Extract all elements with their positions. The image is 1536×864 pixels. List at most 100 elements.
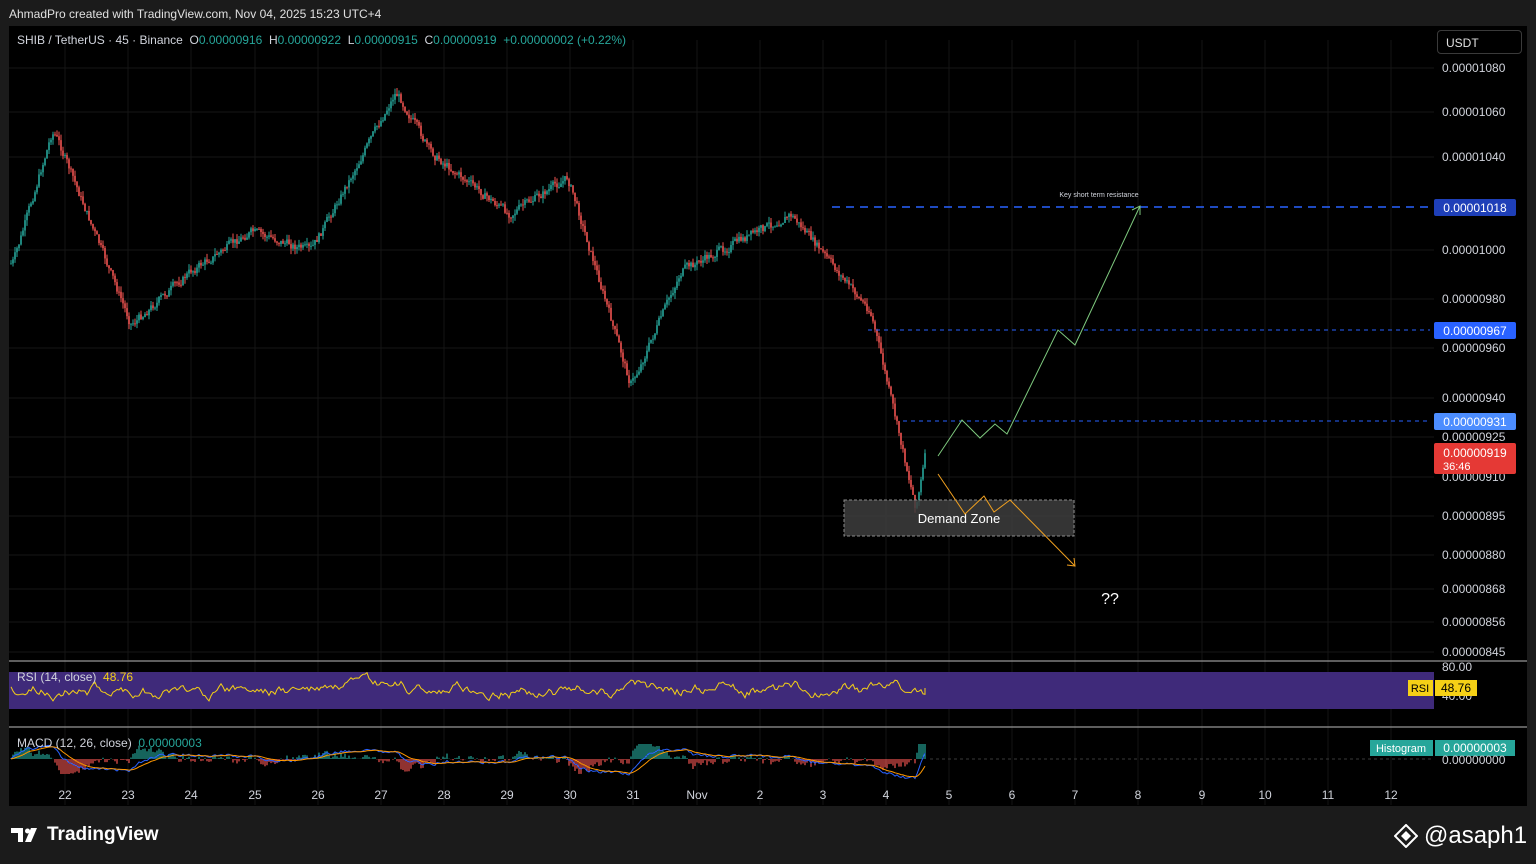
candle-body	[210, 262, 212, 264]
candle-body	[90, 220, 92, 225]
candle-body	[706, 254, 708, 259]
macd-signal-line	[10, 746, 926, 778]
candle-body	[882, 353, 884, 365]
candle-body	[672, 293, 674, 295]
candle-body	[574, 192, 576, 202]
resistance-price-label: 0.00001018	[1443, 201, 1507, 215]
candle-body	[664, 304, 666, 310]
candle-body	[200, 262, 202, 266]
candle-body	[860, 297, 862, 301]
candle-body	[164, 293, 166, 296]
candle-body	[348, 180, 350, 188]
candle-body	[676, 281, 678, 288]
candle-body	[96, 231, 98, 235]
tradingview-logo[interactable]: TradingView	[11, 824, 159, 846]
candle-body	[436, 155, 438, 161]
candle-body	[608, 304, 610, 308]
candle-body	[692, 262, 694, 268]
candle-body	[524, 200, 526, 205]
candle-body	[218, 252, 220, 255]
candle-body	[848, 280, 850, 285]
candle-body	[152, 305, 154, 309]
candle-body	[276, 241, 278, 243]
candle-body	[290, 244, 292, 249]
time-tick-label: 10	[1258, 788, 1272, 802]
candle-body	[508, 213, 510, 218]
candle-body	[724, 251, 726, 253]
candle-body	[920, 479, 922, 493]
candle-body	[366, 143, 368, 148]
currency-selector[interactable]: USDT	[1437, 30, 1522, 54]
candle-body	[20, 235, 22, 245]
candle-body	[638, 371, 640, 375]
candle-body	[760, 225, 762, 228]
candle-body	[174, 282, 176, 284]
time-tick-label: 8	[1135, 788, 1142, 802]
candle-body	[878, 336, 880, 343]
candle-body	[116, 282, 118, 292]
rsi-legend[interactable]: RSI (14, close) 48.76	[17, 670, 133, 684]
candle-body	[594, 261, 596, 266]
symbol-legend[interactable]: SHIB / TetherUS · 45 · Binance O0.000009…	[17, 33, 626, 47]
candle-body	[624, 361, 626, 364]
macd-value: 0.00000003	[138, 736, 202, 750]
candle-body	[260, 229, 262, 233]
candle-body	[432, 148, 434, 156]
candle-body	[324, 221, 326, 229]
candle-body	[586, 232, 588, 243]
macd-legend[interactable]: MACD (12, 26, close) 0.00000003	[17, 736, 202, 750]
candle-body	[822, 249, 824, 252]
candle-body	[294, 244, 296, 250]
candle-body	[604, 290, 606, 299]
candle-body	[146, 313, 148, 316]
candle-body	[746, 235, 748, 241]
candle-body	[590, 250, 592, 252]
candle-body	[410, 118, 412, 120]
candle-body	[844, 277, 846, 282]
candle-body	[710, 254, 712, 258]
candle-body	[456, 173, 458, 175]
candle-body	[896, 416, 898, 422]
candle-body	[686, 262, 688, 265]
candle-body	[606, 298, 608, 305]
candle-body	[122, 298, 124, 304]
candle-body	[306, 243, 308, 245]
candle-body	[804, 227, 806, 233]
candle-body	[690, 262, 692, 267]
time-tick-label: 30	[563, 788, 577, 802]
candle-body	[450, 169, 452, 171]
candle-body	[828, 256, 830, 258]
candle-body	[582, 224, 584, 226]
candle-body	[106, 258, 108, 266]
candle-body	[596, 265, 598, 271]
candle-body	[716, 249, 718, 257]
candle-body	[480, 189, 482, 196]
candle-body	[702, 260, 704, 263]
candle-body	[134, 323, 136, 325]
candle-body	[726, 251, 728, 253]
candle-body	[208, 261, 210, 263]
candle-body	[250, 228, 252, 233]
candle-body	[794, 215, 796, 219]
candle-body	[352, 175, 354, 179]
candle-body	[330, 216, 332, 218]
candle-body	[496, 205, 498, 207]
candle-body	[104, 248, 106, 259]
candle-body	[214, 254, 216, 257]
candle-body	[458, 172, 460, 175]
time-tick-label: Nov	[686, 788, 707, 802]
candle-body	[298, 244, 300, 248]
candle-body	[482, 195, 484, 199]
candle-body	[446, 162, 448, 167]
low-label: L	[347, 33, 355, 47]
candle-body	[314, 239, 316, 245]
candle-body	[24, 220, 26, 231]
candle-body	[380, 121, 382, 127]
candle-body	[642, 363, 644, 365]
candle-body	[86, 210, 88, 212]
candle-body	[316, 239, 318, 242]
candle-body	[708, 254, 710, 259]
candle-body	[818, 242, 820, 249]
candle-body	[370, 136, 372, 139]
